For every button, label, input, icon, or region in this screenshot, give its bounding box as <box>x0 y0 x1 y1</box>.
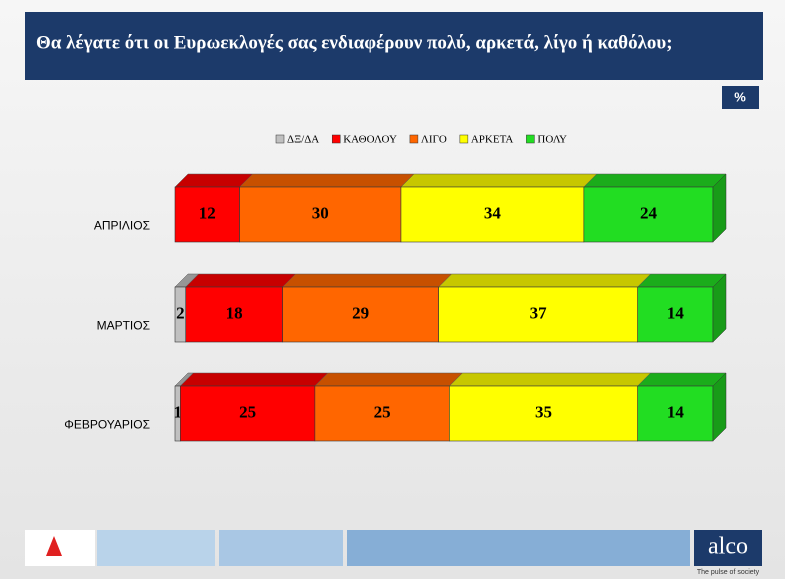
bar-top <box>637 372 727 387</box>
value-label: 37 <box>530 303 548 322</box>
legend-label: ΛΙΓΟ <box>421 134 447 146</box>
value-label: 12 <box>199 203 216 222</box>
legend-label: ΑΡΚΕΤΑ <box>471 134 514 146</box>
value-label: 29 <box>352 303 369 322</box>
bar-top <box>448 372 652 387</box>
category-label: ΜΑΡΤΙΟΣ <box>97 319 150 333</box>
value-label: 25 <box>374 402 391 421</box>
value-label: 34 <box>484 203 502 222</box>
legend-swatch <box>275 134 285 144</box>
legend-label: ΚΑΘΟΛΟΥ <box>343 134 397 146</box>
legend-label: ΠΟΛΥ <box>537 134 567 146</box>
legend-label: ΔΞ/ΔΑ <box>287 134 319 146</box>
header-band <box>25 12 763 80</box>
value-label: 35 <box>535 402 552 421</box>
bar <box>282 286 439 343</box>
value-label: 2 <box>176 303 185 322</box>
bar-top <box>281 273 453 288</box>
bar-top <box>637 273 727 288</box>
legend-swatch <box>459 134 469 144</box>
category-label: ΦΕΒΡΟΥΑΡΙΟΣ <box>64 418 150 432</box>
bar <box>400 186 585 243</box>
value-label: 14 <box>667 303 685 322</box>
footer-block <box>97 530 215 566</box>
value-label: 14 <box>667 402 685 421</box>
value-label: 1 <box>173 402 182 421</box>
bar <box>314 385 450 442</box>
legend-swatch <box>409 134 419 144</box>
unit-box <box>722 86 759 109</box>
bar <box>438 286 638 343</box>
footer-logo-box <box>25 530 95 566</box>
bar-side <box>712 372 727 442</box>
chart-title: Θα λέγατε ότι οι Ευρωεκλογές σας ενδιαφέ… <box>36 32 673 53</box>
category-label: ΑΠΡΙΛΙΟΣ <box>94 219 150 233</box>
bar <box>185 286 283 343</box>
footer-logo-icon <box>46 536 62 556</box>
bar <box>637 286 714 343</box>
value-label: 30 <box>312 203 329 222</box>
footer-block <box>347 530 690 566</box>
brand-name: alco <box>708 534 748 560</box>
bar-top <box>174 173 254 188</box>
brand-tagline: The pulse of society <box>697 569 760 576</box>
unit-label: % <box>734 89 746 104</box>
bar-top <box>438 273 652 288</box>
footer-block <box>219 530 343 566</box>
bar <box>174 186 240 243</box>
bar-side <box>712 273 727 343</box>
bar-top <box>314 372 463 387</box>
bar-top <box>583 173 727 188</box>
value-label: 18 <box>226 303 243 322</box>
brand-box <box>694 530 762 566</box>
bar <box>180 385 316 442</box>
bar <box>637 385 714 442</box>
bar <box>583 186 714 243</box>
bar-top <box>400 173 598 188</box>
legend-swatch <box>526 134 535 144</box>
bar-top <box>179 372 329 387</box>
legend-swatch <box>331 134 341 144</box>
bar <box>449 385 638 442</box>
value-label: 25 <box>239 402 256 421</box>
value-label: 24 <box>640 203 658 222</box>
bar-side <box>712 173 727 243</box>
bar-top <box>185 273 297 288</box>
bar-top <box>238 173 415 188</box>
